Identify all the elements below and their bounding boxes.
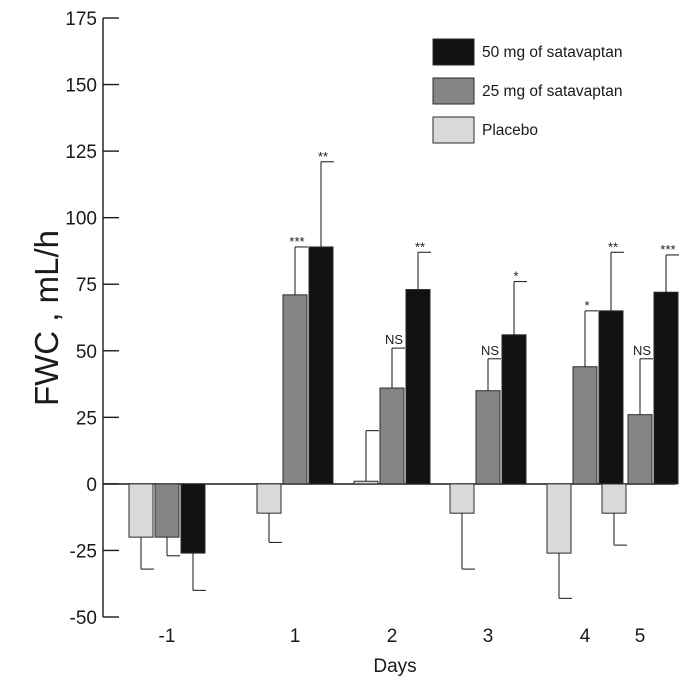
bar <box>449 483 475 514</box>
y-tick-label: -50 <box>70 608 97 629</box>
x-tick-label: 1 <box>290 626 301 647</box>
bar <box>653 291 679 485</box>
significance-label: * <box>513 269 518 284</box>
significance-label: ** <box>415 239 425 254</box>
significance-label: NS <box>385 332 403 347</box>
significance-label: ** <box>608 239 618 254</box>
bar <box>154 483 180 538</box>
y-tick-label: 75 <box>76 275 97 296</box>
bars <box>128 161 679 599</box>
bar <box>256 483 282 514</box>
legend-swatch <box>432 77 475 105</box>
legend-label: 25 mg of satavaptan <box>482 83 622 100</box>
x-tick-label: 4 <box>580 626 591 647</box>
bar <box>475 390 501 485</box>
bar <box>627 414 653 485</box>
bar <box>353 480 379 485</box>
x-tick-label: 3 <box>483 626 494 647</box>
significance-label: NS <box>481 343 499 358</box>
legend-label: Placebo <box>482 122 538 139</box>
bar <box>379 387 405 485</box>
significance-label: *** <box>660 242 675 257</box>
significance-label: *** <box>289 234 304 249</box>
significance-label: ** <box>318 149 328 164</box>
x-tick-label: -1 <box>159 626 176 647</box>
bar <box>546 483 572 554</box>
bar <box>601 483 627 514</box>
legend-swatch <box>432 116 475 144</box>
bar <box>501 334 527 485</box>
bar <box>572 366 598 485</box>
x-tick-label: 5 <box>635 626 646 647</box>
y-tick-label: 175 <box>65 9 97 30</box>
bar <box>405 289 431 485</box>
y-axis-title: FWC , mL/h <box>28 230 65 406</box>
y-tick-label: -25 <box>70 541 97 562</box>
y-tick-label: 150 <box>65 76 97 97</box>
legend-swatch <box>432 38 475 66</box>
bar <box>128 483 154 538</box>
significance-label: NS <box>633 343 651 358</box>
bar <box>282 294 308 485</box>
bar <box>598 310 624 485</box>
y-tick-label: 25 <box>76 408 97 429</box>
y-tick-label: 100 <box>65 209 97 230</box>
y-tick-label: 125 <box>65 142 97 163</box>
legend-label: 50 mg of satavaptan <box>482 44 622 61</box>
bar <box>180 483 206 554</box>
y-tick-label: 50 <box>76 342 97 363</box>
y-tick-label: 0 <box>86 475 97 496</box>
x-axis-title: Days <box>373 656 416 677</box>
x-tick-label: 2 <box>387 626 398 647</box>
bar <box>308 246 334 485</box>
significance-label: * <box>584 298 589 313</box>
legend: 50 mg of satavaptan 25 mg of satavaptan Pl… <box>432 38 622 144</box>
